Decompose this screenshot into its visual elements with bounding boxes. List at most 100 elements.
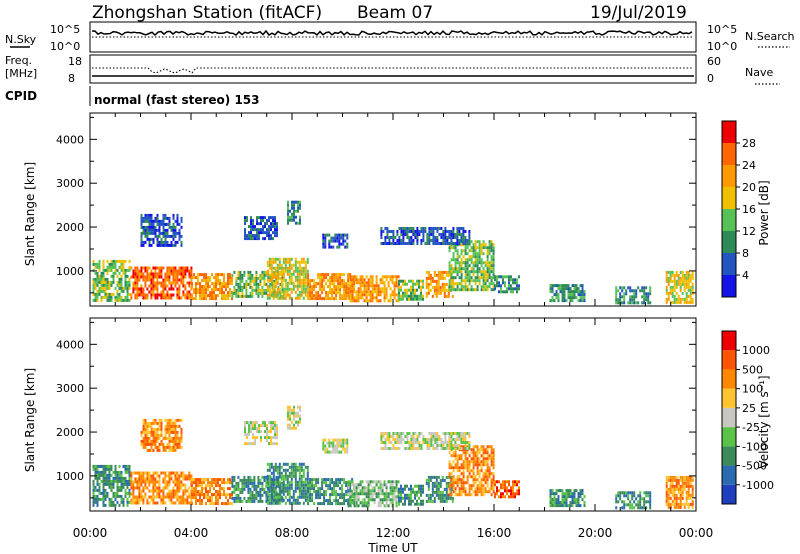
data-cell [296,483,299,487]
data-cell [304,486,307,490]
data-cell [266,260,269,264]
data-cell [279,276,282,280]
data-cell [456,239,459,242]
data-cell [365,480,368,484]
data-cell [203,493,205,497]
data-cell [443,276,446,280]
data-cell [293,206,295,210]
data-cell [304,495,307,499]
data-cell [96,292,99,296]
data-cell [555,498,558,502]
data-cell [140,498,143,502]
data-cell [450,282,453,286]
data-cell [182,489,185,493]
data-cell [205,490,207,494]
data-cell [468,233,471,236]
data-cell [164,278,167,282]
data-cell [317,481,320,485]
data-cell [317,294,320,298]
data-cell [282,489,285,493]
data-cell [116,292,119,296]
data-cell [412,291,414,295]
data-cell [492,252,495,256]
data-cell [180,296,183,300]
data-cell [290,474,293,478]
data-cell [335,481,338,485]
data-cell [168,234,171,238]
data-cell [691,300,694,304]
data-cell [557,296,560,300]
data-cell [122,286,125,290]
data-cell [355,489,358,493]
data-cell [291,203,293,207]
data-cell [134,495,137,499]
data-cell [112,503,115,507]
data-cell [96,470,99,474]
data-cell [435,475,438,479]
data-cell [273,279,276,283]
data-cell [643,289,646,293]
data-cell [160,243,163,247]
data-cell [102,262,105,266]
data-cell [675,282,678,286]
data-cell [323,297,326,301]
data-cell [166,445,169,449]
data-cell [144,225,147,229]
data-cell [452,255,455,259]
data-cell [245,499,248,503]
data-cell [188,471,191,475]
data-cell [395,489,398,493]
data-cell [154,296,157,300]
data-cell [250,430,252,434]
data-cell [180,486,183,490]
data-cell [104,479,107,483]
data-cell [633,494,636,498]
data-cell [450,236,453,239]
data-cell [615,497,618,501]
data-cell [282,296,285,300]
data-cell [270,266,273,270]
data-cell [647,298,650,302]
data-cell [209,496,211,500]
data-cell [683,276,686,280]
data-cell [464,267,467,271]
data-cell [349,275,352,279]
data-cell [553,504,556,508]
data-cell [450,242,453,245]
data-cell [683,484,686,488]
data-cell [168,477,171,481]
data-cell [229,273,231,277]
data-cell [244,424,246,428]
data-cell [162,219,165,223]
data-cell [425,481,428,485]
data-cell [375,278,378,282]
data-cell [274,266,277,270]
data-cell [170,284,173,288]
data-cell [278,272,281,276]
data-cell [388,242,391,245]
data-cell [162,213,165,217]
data-cell [466,270,469,274]
data-cell [96,476,99,480]
data-cell [243,478,246,482]
data-cell [156,293,159,297]
data-cell [480,258,483,262]
data-cell [209,502,211,506]
data-cell [447,481,450,485]
data-cell [691,282,694,286]
data-cell [490,454,493,458]
data-cell [333,484,336,488]
data-cell [140,240,143,244]
data-cell [643,301,646,305]
data-cell [496,486,498,490]
data-cell [313,487,316,491]
data-cell [140,433,143,437]
data-cell [476,472,479,476]
data-cell [480,445,483,449]
data-cell [250,421,252,425]
data-cell [268,263,271,267]
data-cell [579,284,582,288]
data-cell [231,490,234,494]
data-cell [427,285,430,289]
data-cell [422,297,424,301]
